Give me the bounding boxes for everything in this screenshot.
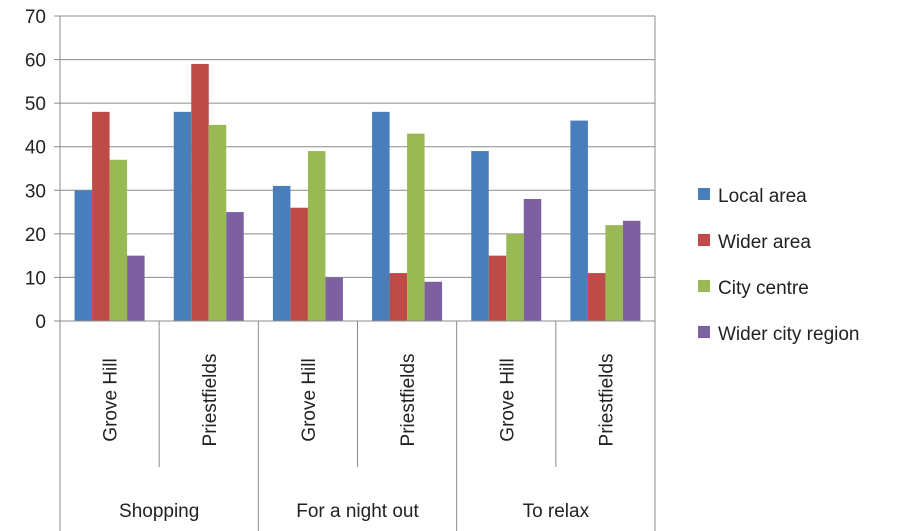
bar-local-area	[74, 190, 93, 321]
category-label: Grove Hill	[299, 358, 320, 441]
bar-wider-area	[92, 111, 110, 321]
y-tick-labels: 0 10 20 30 40 50 60 70	[25, 7, 46, 333]
bar-wider-city-region	[424, 281, 443, 321]
category-labels: Grove Hill Priestfields Grove Hill Priestfi…	[101, 354, 618, 447]
legend-swatch-wider-area	[698, 234, 710, 246]
group-label: For a night out	[296, 501, 419, 522]
y-tick-label: 0	[35, 312, 46, 333]
bar-wider-city-region	[523, 199, 542, 321]
legend-label-wider-city-region: Wider city region	[718, 324, 860, 345]
group-label: To relax	[523, 501, 590, 522]
legend-label-wider-area: Wider area	[718, 232, 811, 253]
category-label: Priestfields	[200, 354, 221, 447]
bar-local-area	[372, 111, 390, 321]
bar-wider-area	[587, 273, 606, 321]
bars	[74, 63, 641, 322]
y-tick-label: 20	[25, 225, 46, 246]
category-label: Priestfields	[596, 354, 617, 447]
y-tick-label: 30	[25, 181, 46, 202]
y-tick-label: 60	[25, 51, 46, 72]
legend: Local area Wider area City centre Wider cit…	[698, 186, 860, 345]
bar-local-area	[173, 111, 192, 321]
bar-city-centre	[109, 159, 128, 321]
axes	[54, 15, 656, 531]
y-tick-label: 40	[25, 138, 46, 159]
bar-city-centre	[605, 225, 623, 321]
legend-swatch-wider-city-region	[698, 326, 710, 338]
bar-wider-city-region	[127, 255, 145, 321]
category-label: Grove Hill	[497, 358, 518, 441]
bar-wider-city-region	[622, 220, 641, 321]
bar-wider-area	[191, 63, 209, 322]
legend-swatch-city-centre	[698, 280, 710, 292]
bar-city-centre	[307, 151, 326, 321]
category-label: Priestfields	[398, 354, 419, 447]
bar-wider-area	[389, 273, 408, 321]
gridlines	[60, 15, 655, 278]
bar-city-centre	[208, 124, 227, 321]
bar-local-area	[471, 151, 489, 321]
bar-city-centre	[506, 233, 524, 321]
bar-wider-area	[488, 255, 507, 321]
bar-local-area	[570, 120, 588, 321]
legend-label-city-centre: City centre	[718, 278, 809, 299]
group-labels: Shopping For a night out To relax	[119, 501, 590, 522]
y-tick-label: 10	[25, 268, 46, 289]
bar-local-area	[272, 185, 291, 321]
group-label: Shopping	[119, 501, 199, 522]
bar-wider-city-region	[325, 277, 343, 321]
legend-label-local-area: Local area	[718, 186, 807, 207]
bar-wider-area	[290, 207, 308, 321]
legend-swatch-local-area	[698, 188, 710, 200]
y-tick-label: 70	[25, 7, 46, 28]
category-label: Grove Hill	[101, 358, 122, 441]
bar-city-centre	[407, 133, 425, 321]
y-tick-label: 50	[25, 94, 46, 115]
bar-wider-city-region	[226, 212, 244, 321]
